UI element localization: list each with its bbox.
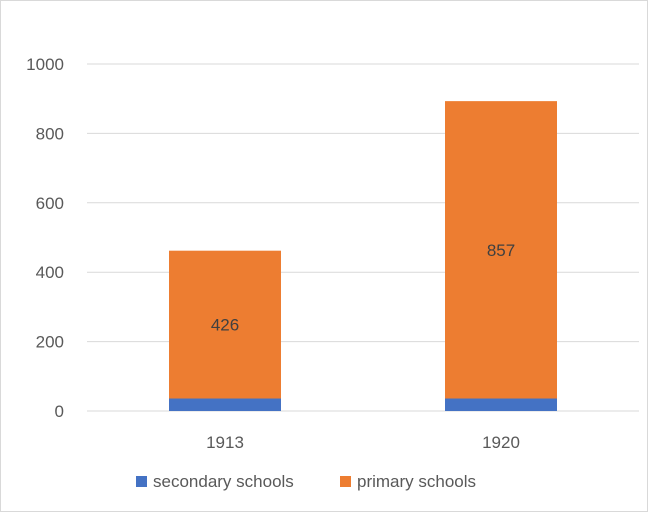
y-tick-label: 200 (36, 333, 64, 352)
legend-swatch (136, 476, 147, 487)
y-tick-label: 0 (55, 402, 64, 421)
bar-1920-secondary-schools (445, 398, 557, 411)
legend-swatch (340, 476, 351, 487)
legend-label: primary schools (357, 472, 476, 491)
bars (169, 101, 557, 411)
y-axis-ticks: 0 200 400 600 800 1000 (26, 55, 64, 421)
x-tick-label: 1920 (482, 433, 520, 452)
bar-1913-primary-schools (169, 250, 281, 399)
y-tick-label: 600 (36, 194, 64, 213)
x-tick-label: 1913 (206, 433, 244, 452)
y-tick-label: 800 (36, 124, 64, 143)
data-label-1913: 426 (211, 316, 239, 335)
data-labels: 426 857 (211, 241, 515, 335)
legend-label: secondary schools (153, 472, 294, 491)
bar-1913-secondary-schools (169, 398, 281, 411)
bar-1920-primary-schools (445, 101, 557, 399)
x-axis-ticks: 1913 1920 (206, 433, 520, 452)
y-tick-label: 1000 (26, 55, 64, 74)
data-label-1920: 857 (487, 241, 515, 260)
y-tick-label: 400 (36, 263, 64, 282)
legend: secondary schools primary schools (136, 472, 476, 491)
